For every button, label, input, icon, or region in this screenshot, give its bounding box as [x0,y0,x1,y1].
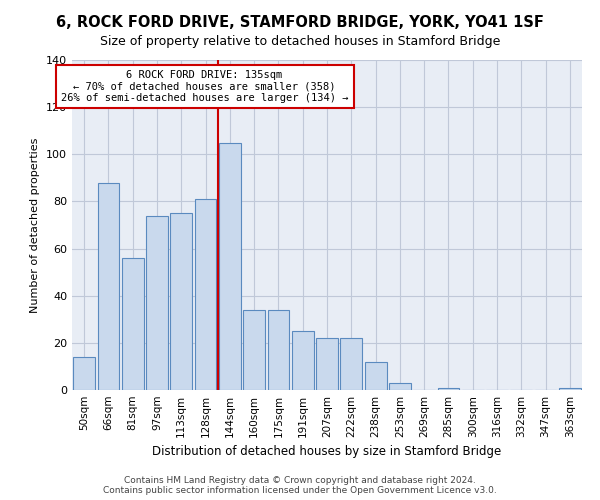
Text: Size of property relative to detached houses in Stamford Bridge: Size of property relative to detached ho… [100,35,500,48]
Y-axis label: Number of detached properties: Number of detached properties [31,138,40,312]
Bar [219,142,241,390]
Bar [146,216,168,390]
Bar [73,357,95,390]
Text: Contains HM Land Registry data © Crown copyright and database right 2024.
Contai: Contains HM Land Registry data © Crown c… [103,476,497,495]
X-axis label: Distribution of detached houses by size in Stamford Bridge: Distribution of detached houses by size … [152,446,502,458]
Bar [97,182,119,390]
Bar [340,338,362,390]
Bar [437,388,460,390]
Bar [389,383,411,390]
Bar [268,310,289,390]
Bar [243,310,265,390]
Bar [316,338,338,390]
Text: 6 ROCK FORD DRIVE: 135sqm
← 70% of detached houses are smaller (358)
26% of semi: 6 ROCK FORD DRIVE: 135sqm ← 70% of detac… [61,70,349,103]
Bar [292,331,314,390]
Bar [170,213,192,390]
Bar [559,388,581,390]
Text: 6, ROCK FORD DRIVE, STAMFORD BRIDGE, YORK, YO41 1SF: 6, ROCK FORD DRIVE, STAMFORD BRIDGE, YOR… [56,15,544,30]
Bar [194,199,217,390]
Bar [365,362,386,390]
Bar [122,258,143,390]
